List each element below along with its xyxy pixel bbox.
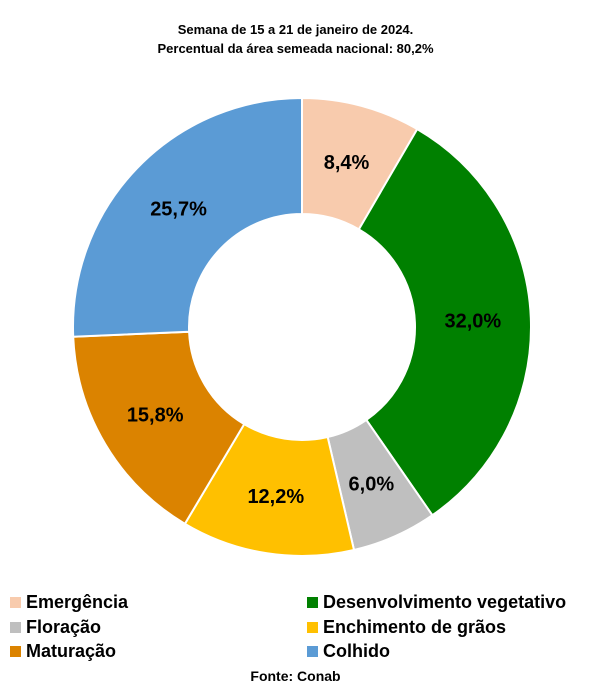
- slice-desenvolvimento-vegetativo: [357, 127, 532, 517]
- slice-label-floracao: 6,0%: [349, 473, 395, 495]
- slice-colhido: [72, 96, 303, 338]
- slice-label-colhido: 25,7%: [150, 199, 207, 221]
- chart-title: Semana de 15 a 21 de janeiro de 2024.: [177, 22, 414, 37]
- legend-item-colhido: Colhido: [307, 641, 390, 661]
- slice-label-emergencia: 8,4%: [324, 152, 370, 174]
- legend-item-maturacao: Maturação: [10, 641, 116, 661]
- slice-label-enchimento-de-graos: 12,2%: [247, 486, 304, 508]
- legend-item-emergencia: Emergência: [10, 592, 128, 612]
- slice-label-desenvolvimento-vegetativo: 32,0%: [445, 310, 502, 332]
- legend-swatch-enchimento-de-graos: [307, 621, 318, 633]
- legend-swatch-maturacao: [10, 645, 21, 657]
- slice-maturacao: [72, 330, 246, 526]
- legend-item-enchimento-de-graos: Enchimento de grãos: [307, 617, 506, 637]
- legend-swatch-emergencia: [10, 596, 21, 608]
- donut-chart: 8,4% 32,0% 6,0% 12,2% 15,8% 25,7%: [72, 96, 532, 557]
- legend-swatch-floracao: [10, 621, 21, 633]
- source-note: Fonte: Conab: [250, 668, 341, 684]
- legend-label-desenvolvimento-vegetativo: Desenvolvimento vegetativo: [323, 591, 567, 612]
- legend-label-floracao: Floração: [26, 616, 102, 637]
- slice-label-maturacao: 15,8%: [127, 405, 184, 427]
- legend-item-floracao: Floração: [10, 617, 101, 637]
- legend-label-emergencia: Emergência: [26, 591, 129, 612]
- legend-label-maturacao: Maturação: [26, 640, 117, 661]
- legend-label-colhido: Colhido: [323, 640, 390, 661]
- legend-swatch-colhido: [307, 645, 318, 657]
- legend-label-enchimento-de-graos: Enchimento de grãos: [323, 616, 507, 637]
- legend-item-desenvolvimento-vegetativo: Desenvolvimento vegetativo: [307, 592, 566, 612]
- chart-subtitle: Percentual da área semeada nacional: 80,…: [157, 41, 434, 56]
- legend-swatch-desenvolvimento-vegetativo: [307, 596, 318, 608]
